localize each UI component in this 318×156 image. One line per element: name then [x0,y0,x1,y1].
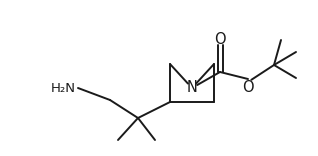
Text: N: N [187,80,197,95]
Text: H₂N: H₂N [51,81,76,95]
Text: O: O [214,32,226,47]
Text: O: O [242,80,254,95]
